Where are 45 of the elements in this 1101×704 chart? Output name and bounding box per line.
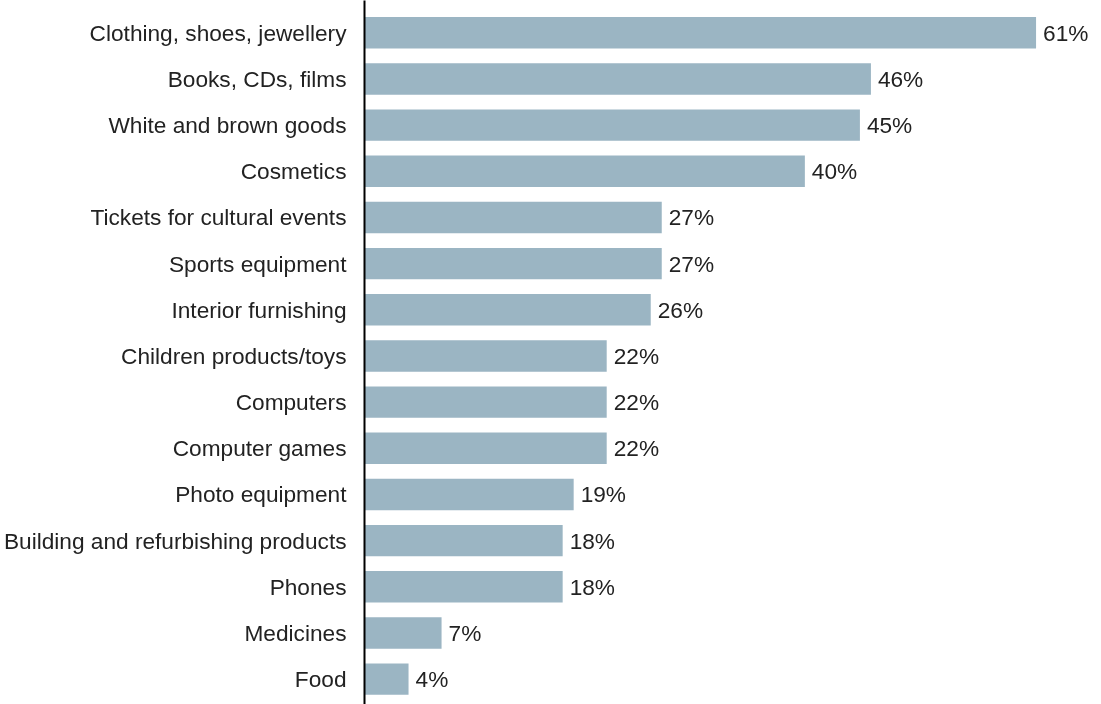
data-label: 46%	[877, 65, 924, 92]
data-label: 40%	[811, 158, 858, 185]
data-label: 45%	[866, 112, 913, 139]
bar	[364, 617, 442, 649]
y-tick-label: Sports equipment	[168, 250, 348, 277]
data-label: 19%	[580, 481, 627, 508]
data-label: 61%	[1043, 19, 1089, 46]
bar	[364, 386, 607, 418]
y-tick-label: Food	[294, 666, 347, 693]
data-label: 7%	[448, 619, 482, 646]
data-label: 22%	[613, 435, 660, 462]
bar	[364, 247, 662, 280]
y-tick-label: Computers	[235, 389, 347, 416]
data-label: 4%	[415, 666, 449, 693]
data-label: 22%	[613, 389, 660, 416]
data-label: 18%	[569, 573, 616, 600]
bar	[364, 63, 871, 95]
bar	[364, 294, 651, 326]
y-tick-label: Cosmetics	[240, 158, 347, 185]
bar	[364, 478, 574, 511]
data-label: 26%	[657, 296, 704, 323]
bar	[364, 155, 805, 187]
y-tick-label: White and brown goods	[108, 112, 347, 139]
y-tick-label: Building and refurbishing products	[3, 527, 347, 554]
data-label: 22%	[613, 342, 660, 369]
bar	[364, 571, 563, 603]
y-tick-label: Clothing, shoes, jewellery	[89, 19, 348, 46]
bar	[364, 340, 607, 372]
y-tick-label: Medicines	[244, 619, 347, 646]
bar	[364, 109, 860, 141]
y-tick-label: Phones	[269, 573, 347, 600]
y-tick-label: Interior furnishing	[171, 296, 347, 323]
data-label: 27%	[668, 204, 715, 231]
y-tick-label: Computer games	[172, 435, 347, 462]
data-label: 18%	[569, 527, 616, 554]
data-label: 27%	[668, 250, 715, 277]
y-tick-label: Photo equipment	[175, 481, 348, 508]
bar	[364, 663, 409, 695]
bar	[364, 201, 662, 234]
y-tick-label: Children products/toys	[121, 342, 347, 369]
y-tick-label: Tickets for cultural events	[90, 204, 347, 231]
bar	[364, 17, 1037, 49]
y-tick-label: Books, CDs, films	[167, 65, 347, 92]
bar	[364, 524, 563, 557]
bar	[364, 432, 607, 464]
